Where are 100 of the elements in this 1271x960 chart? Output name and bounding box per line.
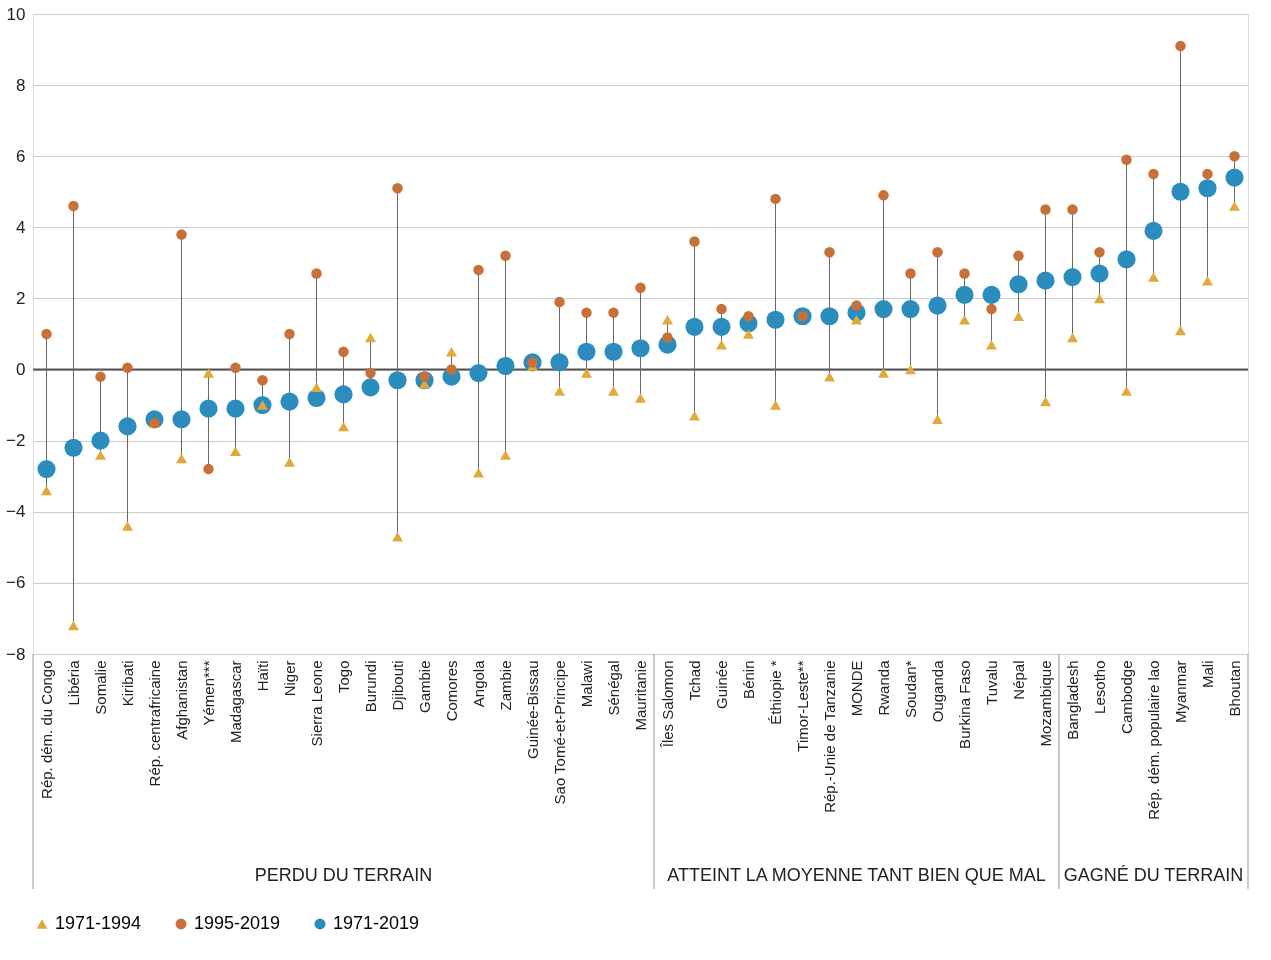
point [932,414,943,425]
point [334,385,353,404]
point [311,268,322,279]
point [1202,168,1213,180]
point [689,411,700,421]
x-tick-label: Rép.-Unie de Tanzanie [820,660,838,813]
point [122,362,133,374]
text: ATTEINT LA MOYENNE TANT BIEN QUE MAL [667,865,1046,885]
x-tick-label: Mauritanie [631,660,649,731]
point [824,371,835,382]
x-tick-label: Bénin [739,660,757,699]
point [68,200,79,212]
point [496,356,515,376]
point [554,296,565,308]
x-tick-label: Djibouti [388,660,406,711]
point [1094,246,1105,258]
y-tick-label: 2 [16,288,26,308]
point [473,467,484,478]
point [1229,201,1240,211]
point [1013,250,1024,262]
point [608,386,619,396]
point [662,315,673,325]
legend-label: 1995-2019 [194,913,281,933]
point [878,368,889,378]
point [820,307,839,326]
point [986,339,997,350]
point [469,364,488,383]
x-tick-label: Tuvalu [982,660,1000,705]
x-tick-label: Togo [334,660,352,694]
x-tick-label: Burundi [361,660,379,713]
point [1225,168,1244,187]
point [716,339,727,350]
point [685,317,704,336]
point [1013,311,1024,321]
point [1121,386,1132,396]
x-tick-label: Myanmar [1171,660,1189,724]
point [230,362,241,374]
x-tick-label: Rwanda [874,659,892,716]
point [388,371,407,390]
point [1202,275,1213,286]
point [554,386,565,396]
point [1067,204,1078,215]
point [635,393,646,403]
point [37,460,56,479]
point [1175,325,1186,336]
point [1171,182,1190,201]
point [770,400,781,410]
point [41,328,52,340]
point [392,182,403,194]
point [581,368,592,378]
point [311,382,322,393]
x-tick-label: Madagascar [226,660,244,744]
point [581,307,592,318]
point [500,450,511,460]
point [338,421,349,432]
x-tick-label: Haïti [253,660,271,692]
point [1067,332,1078,343]
y-tick-label: −6 [6,573,26,593]
y-tick-label: 10 [6,4,26,24]
point [662,332,673,343]
point [365,332,376,343]
y-tick-label: 0 [16,360,26,380]
point [284,457,295,467]
x-tick-label: Rép. dém. du Congo [37,660,55,799]
point [959,268,970,279]
point [635,282,646,294]
point [473,264,484,276]
point [446,364,457,375]
y-tick-label: −8 [6,644,26,664]
point [338,346,349,358]
point [770,193,781,205]
x-tick-label: Rép. dém. populaire lao [1144,660,1162,820]
x-tick-label: Guinée [712,660,730,709]
point [95,450,106,460]
x-tick-label: Sénégal [604,660,622,716]
point [901,300,920,319]
point [1090,264,1109,283]
x-tick-label: Îles Salomon [658,660,676,749]
point [284,328,295,340]
point [41,485,52,496]
point [932,246,943,258]
x-tick-label: Tchad [685,660,703,701]
x-tick-label: Cambodge [1117,660,1135,734]
y-tick-label: 6 [16,146,26,166]
point [928,296,947,315]
point [118,417,137,436]
x-tick-label: Malawi [577,660,595,708]
point [199,399,218,418]
point [95,371,106,382]
point [203,368,214,378]
x-tick-label: Mali [1198,660,1216,689]
point [851,300,862,311]
point [176,229,187,240]
point [604,342,623,361]
point [68,620,79,631]
legend-label: 1971-1994 [55,913,142,933]
point [365,367,376,379]
legend-label: 1971-2019 [333,913,420,933]
point [874,300,893,319]
x-tick-label: Bhoutan [1225,660,1243,717]
